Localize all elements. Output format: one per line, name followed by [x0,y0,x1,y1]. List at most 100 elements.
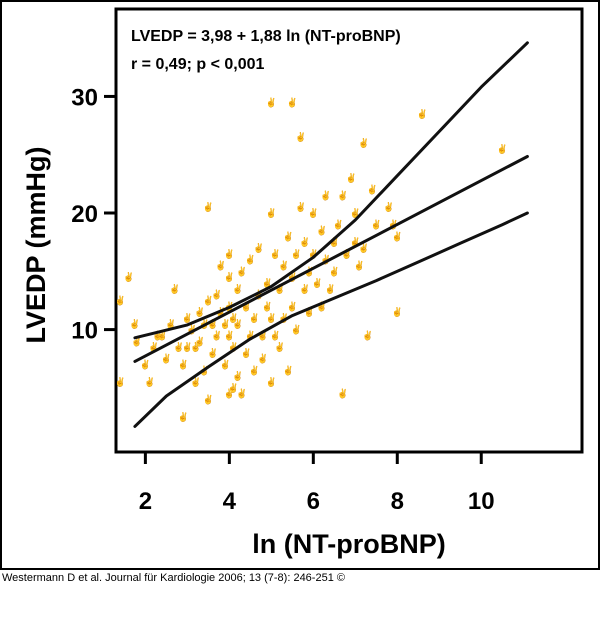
regression-equation: LVEDP = 3,98 + 1,88 ln (NT-proBNP) [131,28,401,45]
data-point: ✌ [274,283,285,295]
data-point: ✌ [173,341,184,353]
data-point: ✌ [129,318,140,330]
y-tick-label: 10 [71,318,98,345]
data-point: ✌ [270,248,281,260]
data-point: ✌ [215,260,226,272]
x-axis-ticks: 2 4 6 8 10 [139,452,495,515]
data-point: ✌ [392,230,403,242]
citation-footer: Westermann D et al. Journal für Kardiolo… [2,572,345,584]
data-point: ✌ [299,236,310,248]
data-point: ✌ [312,277,323,289]
data-point: ✌ [140,359,151,371]
y-axis-label: LVEDP (mmHg) [21,146,51,343]
data-point: ✌ [220,318,231,330]
data-point: ✌ [182,341,193,353]
data-point: ✌ [295,201,306,213]
data-point: ✌ [329,265,340,277]
data-point: ✌ [278,312,289,324]
data-point: ✌ [266,207,277,219]
data-point: ✌ [287,300,298,312]
data-point: ✌ [350,236,361,248]
regression-statistics: r = 0,49; p < 0,001 [131,56,265,73]
data-point: ✌ [270,329,281,341]
data-point: ✌ [362,329,373,341]
data-point: ✌ [333,219,344,231]
data-point: ✌ [182,312,193,324]
data-point: ✌ [316,225,327,237]
data-point: ✌ [169,283,180,295]
data-point: ✌ [299,283,310,295]
data-point: ✌ [266,312,277,324]
x-tick-label: 4 [223,488,237,515]
data-point: ✌ [203,394,214,406]
data-point: ✌ [236,265,247,277]
data-point: ✌ [261,277,272,289]
data-point: ✌ [190,376,201,388]
data-point: ✌ [115,376,126,388]
data-point: ✌ [232,283,243,295]
upper-confidence-line [133,41,529,340]
x-tick-label: 2 [139,488,152,515]
y-tick-label: 30 [71,84,98,111]
data-point: ✌ [232,370,243,382]
regression-lines [133,41,529,428]
data-point: ✌ [165,318,176,330]
x-tick-label: 8 [391,488,404,515]
data-point: ✌ [207,318,218,330]
data-point: ✌ [295,131,306,143]
data-point: ✌ [203,201,214,213]
data-point: ✌ [308,248,319,260]
data-point: ✌ [224,329,235,341]
data-point: ✌ [350,207,361,219]
data-point: ✌ [224,271,235,283]
data-point: ✌ [371,219,382,231]
data-point: ✌ [220,359,231,371]
plot-area-frame [114,7,584,454]
data-point: ✌ [417,108,428,120]
x-tick-label: 6 [307,488,320,515]
data-point: ✌ [249,364,260,376]
data-point: ✌ [148,341,159,353]
data-point: ✌ [282,364,293,376]
data-point: ✌ [366,184,377,196]
data-point: ✌ [186,324,197,336]
y-tick-label: 20 [71,201,98,228]
data-point: ✌ [207,347,218,359]
data-point: ✌ [249,312,260,324]
data-point: ✌ [228,382,239,394]
data-point: ✌ [358,137,369,149]
data-point: ✌ [303,306,314,318]
data-point: ✌ [266,376,277,388]
data-point: ✌ [329,236,340,248]
data-point: ✌ [383,201,394,213]
data-point: ✌ [228,341,239,353]
data-point: ✌ [337,190,348,202]
data-point: ✌ [497,143,508,155]
data-point: ✌ [278,260,289,272]
data-point: ✌ [211,329,222,341]
data-point: ✌ [337,388,348,400]
data-point: ✌ [152,329,163,341]
data-point: ✌ [178,411,189,423]
data-point: ✌ [144,376,155,388]
data-point: ✌ [392,306,403,318]
data-point: ✌ [245,254,256,266]
data-point: ✌ [131,335,142,347]
x-axis-label: ln (NT-proBNP) [252,529,445,559]
data-point: ✌ [257,353,268,365]
data-point: ✌ [228,312,239,324]
data-point: ✌ [194,335,205,347]
data-point: ✌ [308,207,319,219]
data-point: ✌ [266,96,277,108]
data-point: ✌ [224,248,235,260]
data-point: ✌ [203,294,214,306]
data-point: ✌ [274,341,285,353]
data-point: ✌ [291,324,302,336]
data-point: ✌ [157,329,168,341]
data-point: ✌ [211,289,222,301]
data-point: ✌ [224,388,235,400]
data-point: ✌ [282,230,293,242]
data-point: ✌ [123,271,134,283]
data-point: ✌ [324,283,335,295]
x-tick-label: 10 [468,488,495,515]
